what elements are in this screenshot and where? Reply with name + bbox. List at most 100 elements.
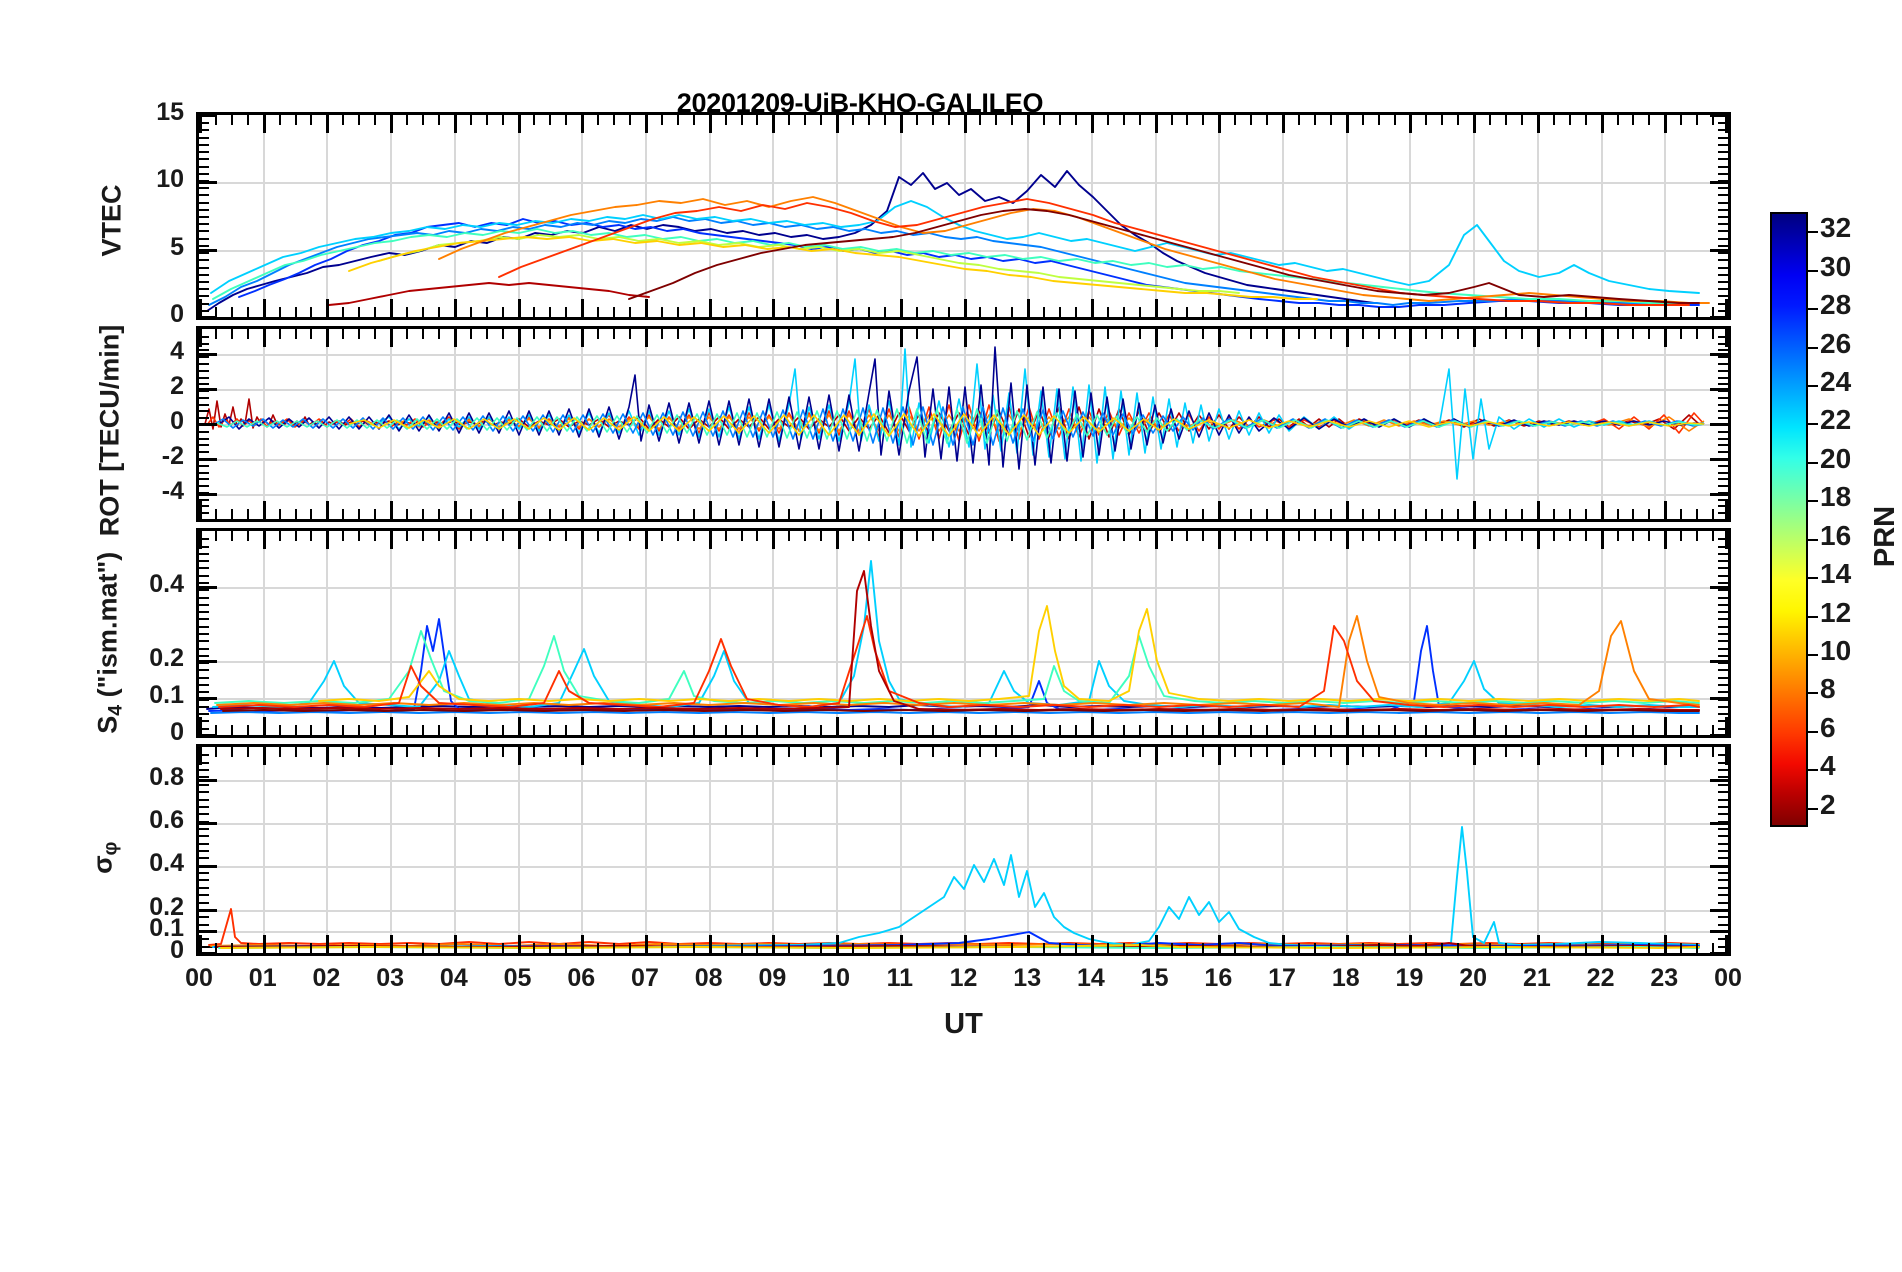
- y-tick-minor: [1718, 691, 1728, 694]
- x-tick-minor: [485, 531, 488, 541]
- x-tick-major: [1090, 299, 1094, 317]
- x-tick-minor: [1170, 115, 1173, 125]
- x-tick-major: [1409, 329, 1413, 347]
- x-tick-minor: [788, 747, 791, 757]
- y-tick-minor: [199, 705, 209, 708]
- x-tick-minor: [1138, 329, 1141, 339]
- x-tick-minor: [565, 307, 568, 317]
- x-tick-label: 03: [376, 964, 405, 992]
- x-tick-minor: [1648, 329, 1651, 339]
- x-tick-minor: [883, 115, 886, 125]
- x-tick-minor: [883, 509, 886, 519]
- y-tick-minor: [1718, 879, 1728, 882]
- x-tick-minor: [1505, 725, 1508, 735]
- x-tick-major: [708, 747, 712, 765]
- x-tick-minor: [485, 329, 488, 339]
- y-tick-major: [1710, 493, 1728, 497]
- x-tick-minor: [979, 943, 982, 953]
- y-tick-label: 15: [156, 98, 184, 126]
- x-tick-major: [262, 115, 266, 133]
- colorbar-tick: [1808, 538, 1818, 541]
- x-tick-minor: [374, 725, 377, 735]
- x-tick-minor: [1138, 747, 1141, 757]
- y-tick-minor: [1718, 769, 1728, 772]
- x-tick-minor: [406, 725, 409, 735]
- x-tick-minor: [246, 943, 249, 953]
- x-tick-label: 01: [248, 964, 277, 992]
- x-tick-label: 22: [1586, 964, 1615, 992]
- y-tick-minor: [1718, 901, 1728, 904]
- x-tick-minor: [1489, 115, 1492, 125]
- x-tick-minor: [310, 329, 313, 339]
- x-tick-major: [1536, 329, 1540, 347]
- x-tick-minor: [1425, 307, 1428, 317]
- x-tick-minor: [1011, 725, 1014, 735]
- y-tick-minor: [199, 640, 209, 643]
- x-tick-minor: [867, 329, 870, 339]
- x-tick-major: [1282, 501, 1286, 519]
- x-tick-minor: [692, 725, 695, 735]
- x-tick-minor: [1393, 725, 1396, 735]
- y-tick-minor: [1718, 698, 1728, 701]
- x-tick-minor: [1712, 747, 1715, 757]
- x-tick-major: [581, 531, 585, 549]
- x-tick-minor: [1011, 747, 1014, 757]
- x-tick-minor: [676, 943, 679, 953]
- x-tick-major: [1218, 501, 1222, 519]
- y-tick-major: [1710, 181, 1728, 185]
- x-tick-minor: [1202, 531, 1205, 541]
- y-tick-minor: [1718, 165, 1728, 168]
- x-tick-minor: [613, 725, 616, 735]
- x-tick-minor: [469, 329, 472, 339]
- x-tick-label: 12: [949, 964, 978, 992]
- x-tick-minor: [915, 943, 918, 953]
- x-tick-major: [1027, 717, 1031, 735]
- x-tick-minor: [310, 509, 313, 519]
- y-tick-minor: [1718, 349, 1728, 352]
- y-tick-minor: [1718, 850, 1728, 852]
- x-tick-minor: [342, 115, 345, 125]
- y-tick-label: 0.6: [149, 805, 184, 834]
- y-tick-minor: [199, 288, 209, 291]
- x-tick-major: [390, 747, 394, 765]
- x-tick-minor: [1520, 329, 1523, 339]
- x-tick-major: [326, 299, 330, 317]
- x-tick-label: 07: [631, 964, 659, 992]
- x-tick-major: [1282, 299, 1286, 317]
- x-tick-minor: [1393, 115, 1396, 125]
- y-tick-minor: [199, 552, 209, 555]
- x-tick-minor: [1425, 329, 1428, 339]
- y-tick-minor: [199, 187, 209, 190]
- x-tick-label: 05: [503, 964, 532, 992]
- x-tick-major: [199, 501, 202, 519]
- x-tick-minor: [613, 115, 616, 125]
- x-tick-minor: [278, 307, 281, 317]
- y-tick-minor: [199, 813, 209, 816]
- x-tick-major: [517, 717, 521, 735]
- x-tick-minor: [1170, 747, 1173, 757]
- x-tick-minor: [1043, 747, 1046, 757]
- x-tick-major: [1154, 115, 1158, 133]
- x-tick-minor: [1377, 307, 1380, 317]
- colorbar-tick: [1808, 231, 1818, 234]
- y-tick-minor: [1718, 545, 1728, 548]
- x-tick-minor: [501, 329, 504, 339]
- y-tick-minor: [1718, 923, 1728, 926]
- x-tick-minor: [931, 725, 934, 735]
- y-tick-label: -2: [161, 442, 184, 471]
- y-tick-minor: [199, 754, 209, 757]
- y-tick-minor: [1718, 280, 1728, 283]
- y-tick-minor: [199, 158, 209, 161]
- y-tick-minor: [1718, 302, 1728, 305]
- x-tick-major: [1027, 329, 1031, 347]
- y-tick-minor: [1718, 201, 1728, 204]
- x-tick-minor: [1489, 307, 1492, 317]
- x-tick-major: [963, 299, 967, 317]
- x-tick-minor: [1552, 747, 1555, 757]
- x-tick-minor: [1584, 329, 1587, 339]
- x-tick-minor: [820, 531, 823, 541]
- colorbar-tick-label: 28: [1820, 289, 1852, 321]
- y-tick-minor: [199, 879, 209, 882]
- panel-s4-traces: [206, 560, 1700, 714]
- y-tick-minor: [1718, 835, 1728, 838]
